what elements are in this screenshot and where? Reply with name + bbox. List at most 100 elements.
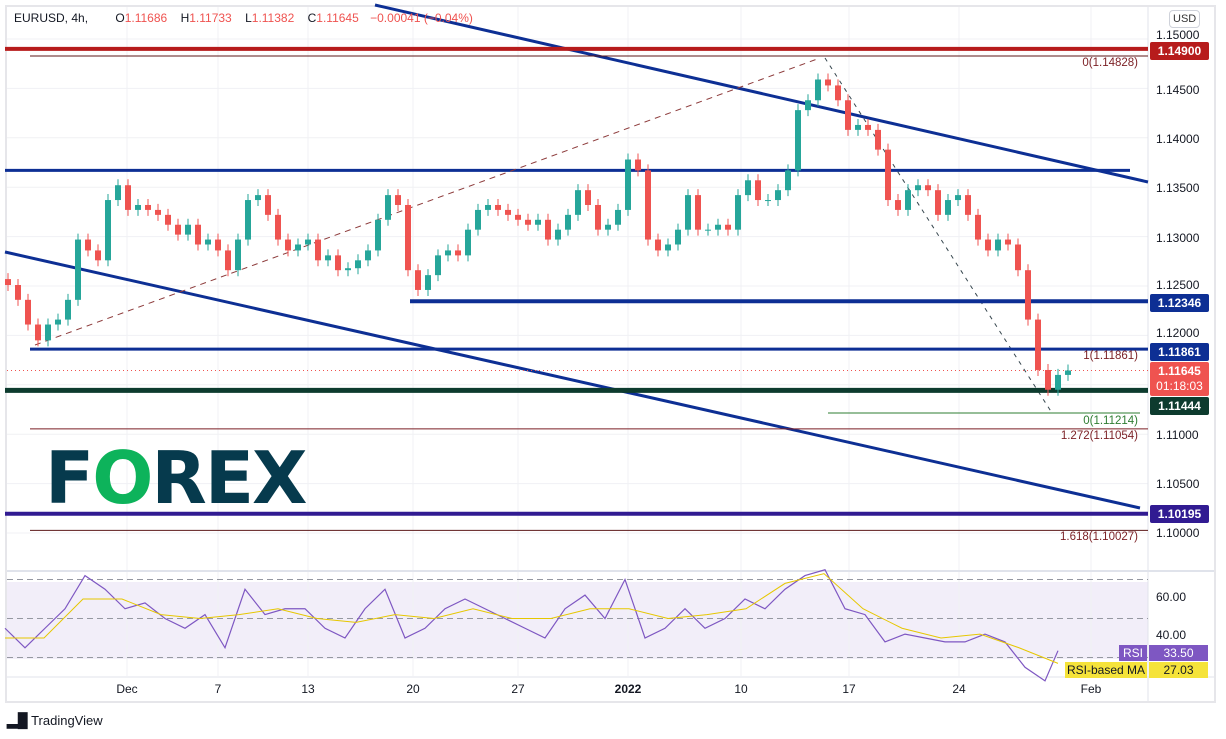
candle xyxy=(1045,369,1051,390)
candle xyxy=(995,239,1001,251)
candle xyxy=(515,214,521,220)
level-price-tag: 1.14900 xyxy=(1150,42,1209,60)
candle xyxy=(705,229,711,231)
candle xyxy=(865,124,871,130)
candle xyxy=(65,299,71,320)
candle xyxy=(935,190,941,215)
candle xyxy=(735,195,741,230)
candle xyxy=(645,170,651,240)
candle xyxy=(375,219,381,251)
candle xyxy=(595,204,601,230)
rsi-ma-line xyxy=(5,573,1059,664)
candle xyxy=(905,190,911,210)
candle xyxy=(455,250,461,256)
candle xyxy=(765,200,771,202)
time-label: 27 xyxy=(511,682,525,696)
fib-dashed-line xyxy=(34,57,821,346)
price-tick: 1.10500 xyxy=(1156,477,1200,491)
candle xyxy=(985,239,991,251)
candle xyxy=(745,180,751,196)
candle xyxy=(205,239,211,245)
candle xyxy=(1055,374,1061,390)
candle xyxy=(285,239,291,251)
rsi-tick: 40.00 xyxy=(1156,628,1187,642)
candle xyxy=(295,244,301,251)
candle xyxy=(235,239,241,271)
candle xyxy=(505,209,511,215)
candle xyxy=(195,224,201,245)
candle xyxy=(255,195,261,201)
candle xyxy=(915,185,921,191)
rsi-band-fill xyxy=(7,582,1148,659)
tradingview-logo[interactable]: ▂█ TradingView xyxy=(7,712,103,728)
candle xyxy=(615,209,621,225)
bar-countdown: 01:18:03 xyxy=(1156,379,1203,393)
price-tick: 1.12000 xyxy=(1156,326,1200,340)
candle xyxy=(165,214,171,225)
time-label: 13 xyxy=(301,682,315,696)
candle xyxy=(405,204,411,271)
fib-dashed-line xyxy=(824,57,1053,414)
open-label: O xyxy=(115,11,125,25)
time-label: 10 xyxy=(734,682,748,696)
candle xyxy=(1005,239,1011,245)
time-label: 20 xyxy=(406,682,420,696)
candle xyxy=(835,85,841,101)
candle xyxy=(525,219,531,225)
candle xyxy=(305,239,311,245)
price-tick: 1.13000 xyxy=(1156,231,1200,245)
candle xyxy=(725,224,731,230)
candle xyxy=(585,190,591,205)
fib-label: 0(1.14828) xyxy=(1082,57,1138,69)
candle xyxy=(325,255,331,261)
candle xyxy=(135,204,141,210)
candle xyxy=(715,224,721,230)
candle xyxy=(875,129,881,150)
current-price: 1.11645 xyxy=(1158,364,1201,378)
candle xyxy=(25,299,31,325)
level-price-tag: 1.12346 xyxy=(1150,294,1209,312)
candle xyxy=(35,324,41,341)
price-tick: 1.11000 xyxy=(1156,428,1199,442)
legend-ohlc: EURUSD, 4h, O1.11686 H1.11733 L1.11382 C… xyxy=(14,11,473,25)
candle xyxy=(395,195,401,205)
candle xyxy=(975,214,981,240)
candle xyxy=(895,200,901,210)
candle xyxy=(115,185,121,201)
candle xyxy=(385,195,391,220)
candle xyxy=(445,250,451,256)
currency-button[interactable]: USD xyxy=(1169,10,1201,28)
candle xyxy=(885,149,891,201)
candle xyxy=(15,285,21,300)
time-label: 7 xyxy=(214,682,222,696)
candle xyxy=(105,200,111,261)
fib-label: 0(1.11214) xyxy=(1083,415,1138,427)
candle xyxy=(145,204,151,210)
price-tick: 1.13500 xyxy=(1156,181,1200,195)
candle xyxy=(1025,270,1031,320)
candle xyxy=(845,100,851,130)
candle xyxy=(605,224,611,230)
candle xyxy=(945,200,951,215)
candle xyxy=(805,100,811,111)
level-price-tag: 1.11444 xyxy=(1150,397,1209,415)
candle xyxy=(175,224,181,235)
level-price-tag: 1.10195 xyxy=(1150,505,1209,523)
candle xyxy=(435,255,441,276)
symbol-label[interactable]: EURUSD, 4h, xyxy=(14,11,89,25)
candle xyxy=(565,214,571,230)
candle xyxy=(225,250,231,271)
rsi-ma-label: RSI-based MA xyxy=(1065,662,1147,678)
time-label: 2022 xyxy=(614,682,642,696)
candle xyxy=(955,195,961,201)
low-value: 1.11382 xyxy=(251,11,295,25)
candle xyxy=(755,180,761,201)
close-value: 1.11645 xyxy=(316,11,359,25)
candle xyxy=(635,159,641,171)
candle xyxy=(185,224,191,235)
candle xyxy=(275,214,281,240)
trendline-lower xyxy=(4,250,1141,510)
candle xyxy=(355,260,361,269)
candle xyxy=(1035,319,1041,370)
